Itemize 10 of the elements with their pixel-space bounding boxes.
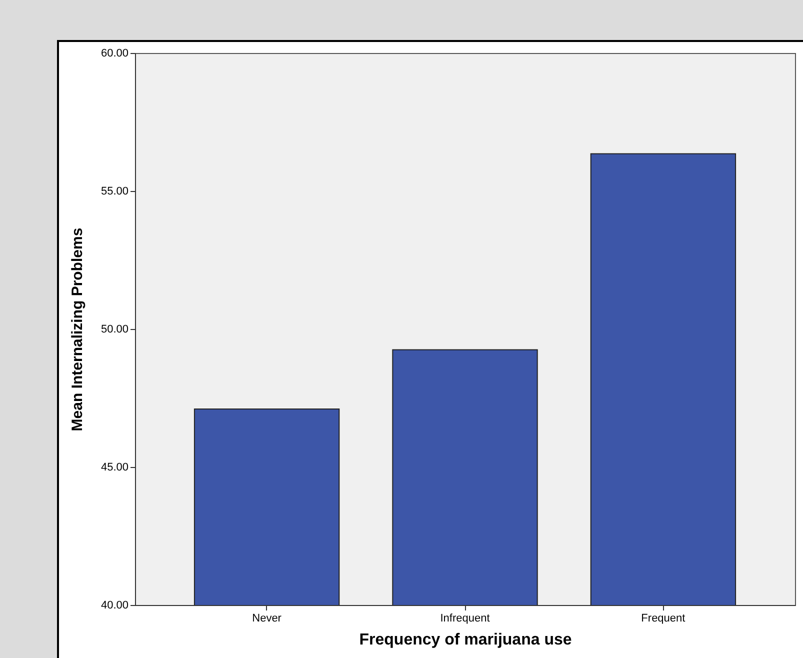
x-tick-label: Frequent	[641, 612, 686, 624]
y-tick-label: 50.00	[100, 324, 128, 336]
x-axis-title: Frequency of marijuana use	[359, 632, 572, 648]
y-tick-label: 60.00	[100, 48, 128, 60]
y-axis-title: Mean Internalizing Problems	[68, 228, 86, 432]
y-tick-label: 40.00	[100, 600, 128, 612]
x-tick-label: Infrequent	[440, 612, 490, 624]
x-tick-label: Never	[252, 612, 282, 624]
y-tick-label: 45.00	[100, 462, 128, 474]
y-tick-label: 55.00	[100, 186, 128, 198]
